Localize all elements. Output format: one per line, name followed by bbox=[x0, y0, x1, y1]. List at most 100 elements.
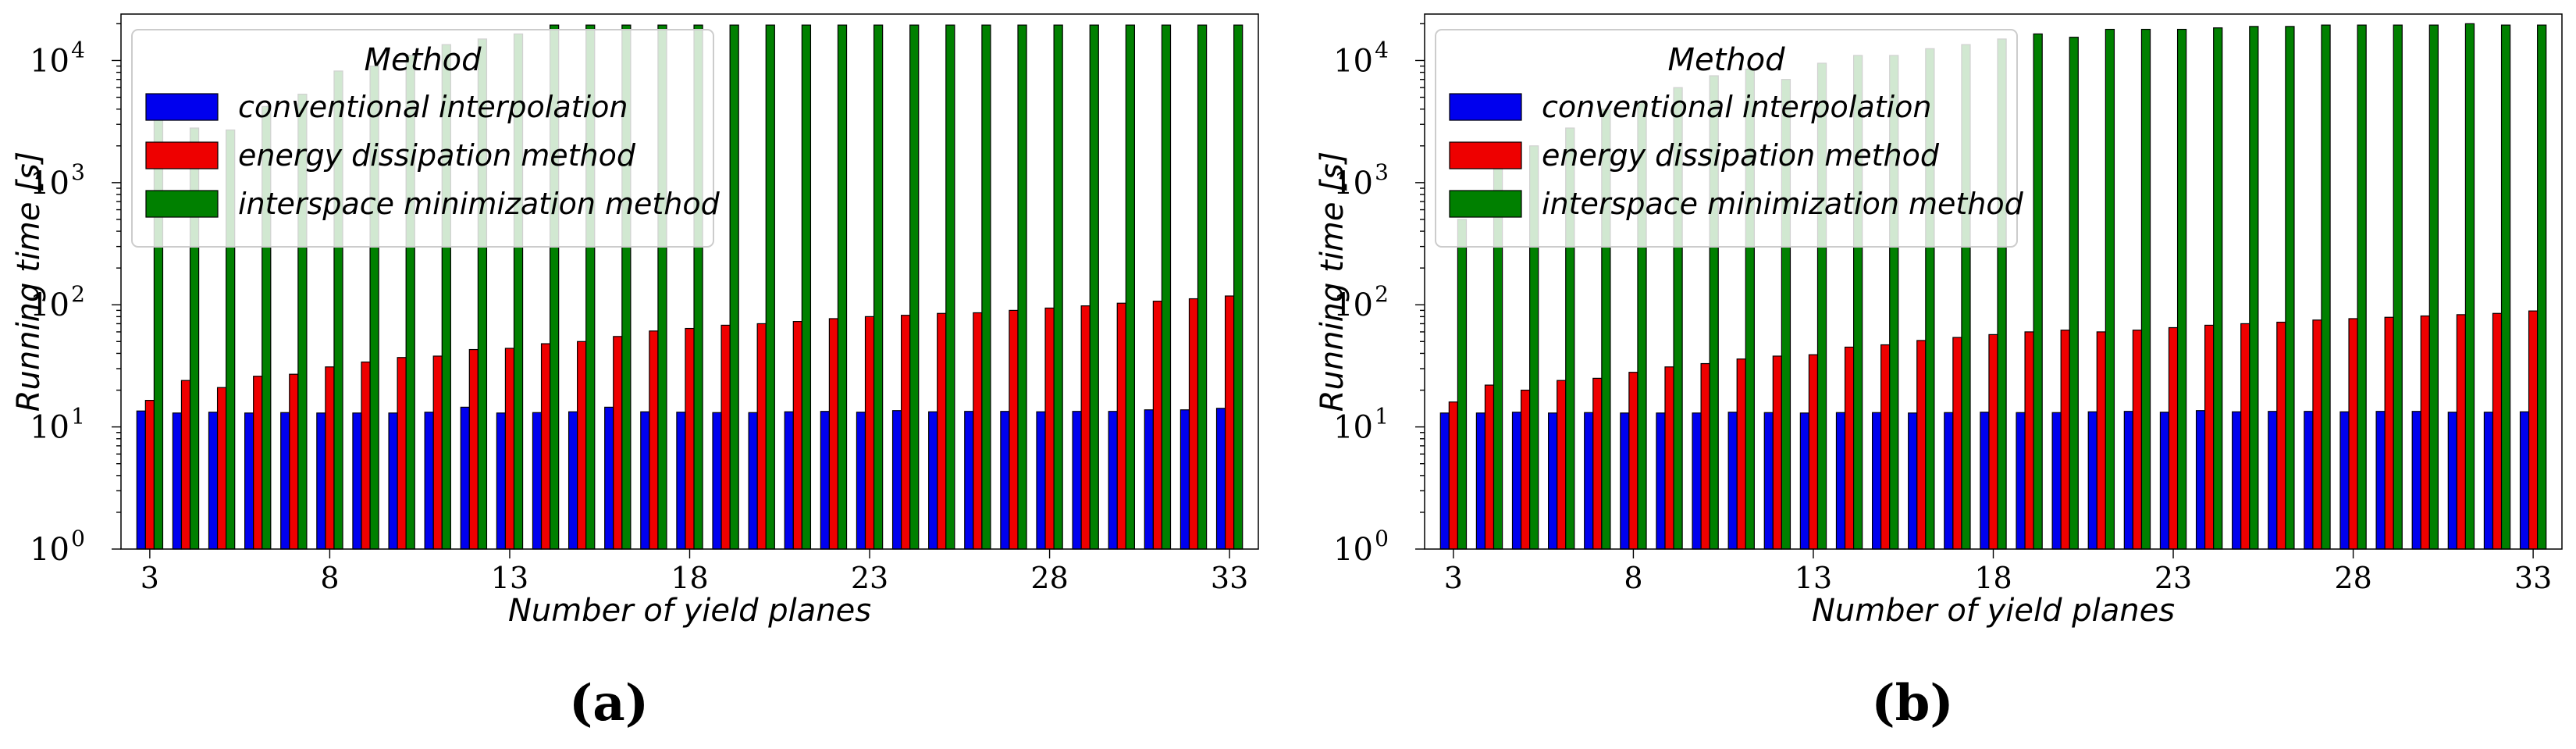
bar bbox=[1808, 354, 1819, 550]
y-tick-exponent: 0 bbox=[71, 526, 85, 551]
bar bbox=[1188, 298, 1199, 550]
bar bbox=[468, 348, 479, 550]
y-tick-label: 10 bbox=[30, 410, 69, 446]
panel-label: (b) bbox=[1871, 674, 1953, 733]
bar bbox=[1548, 412, 1558, 550]
bar bbox=[2500, 24, 2511, 550]
legend-entry: conventional interpolation bbox=[238, 90, 628, 124]
bar bbox=[1880, 344, 1891, 550]
bar bbox=[144, 399, 155, 550]
bar bbox=[1439, 412, 1450, 550]
bar bbox=[504, 348, 515, 550]
bar bbox=[2249, 26, 2259, 550]
y-tick-label: 10 bbox=[1333, 532, 1373, 568]
y-tick-exponent: 4 bbox=[71, 37, 85, 62]
bar bbox=[1584, 412, 1594, 550]
bar bbox=[1592, 377, 1603, 550]
bar bbox=[2375, 411, 2386, 550]
bar bbox=[2528, 310, 2539, 550]
bar bbox=[649, 330, 659, 550]
bar bbox=[1952, 337, 1962, 550]
x-tick-label: 28 bbox=[2334, 561, 2371, 595]
bar bbox=[1520, 389, 1531, 550]
bar bbox=[2123, 411, 2134, 550]
legend-swatch bbox=[145, 141, 219, 169]
x-tick-label: 13 bbox=[1795, 561, 1832, 595]
y-tick-label: 10 bbox=[1333, 410, 1373, 446]
bar bbox=[2087, 411, 2097, 550]
bar bbox=[2357, 24, 2367, 550]
bar bbox=[2348, 318, 2358, 550]
y-tick-exponent: 3 bbox=[71, 159, 85, 185]
bar bbox=[937, 312, 947, 550]
bar bbox=[172, 412, 183, 550]
x-tick-label: 18 bbox=[671, 561, 708, 595]
x-tick-label: 3 bbox=[141, 561, 159, 595]
bar bbox=[1475, 412, 1486, 550]
bar bbox=[460, 406, 470, 550]
bar bbox=[397, 357, 407, 550]
bar bbox=[973, 312, 983, 550]
y-axis-label: Running time [s] bbox=[1315, 152, 1350, 412]
bar bbox=[2537, 24, 2547, 550]
bar bbox=[1664, 366, 1674, 550]
bar bbox=[577, 341, 587, 550]
bar bbox=[1179, 409, 1190, 550]
bar bbox=[1125, 24, 1135, 550]
bar bbox=[2096, 331, 2106, 550]
bar bbox=[568, 411, 578, 550]
bar bbox=[2069, 37, 2079, 550]
x-tick-label: 8 bbox=[1624, 561, 1642, 595]
y-tick-label: 10 bbox=[30, 166, 69, 202]
bar bbox=[2176, 28, 2187, 550]
bar bbox=[1980, 412, 1990, 550]
bar bbox=[1009, 309, 1019, 550]
bar bbox=[2051, 412, 2062, 550]
bar bbox=[2024, 331, 2034, 550]
bar bbox=[640, 411, 650, 550]
x-tick-label: 8 bbox=[320, 561, 339, 595]
bar bbox=[2393, 24, 2403, 550]
y-tick-label: 10 bbox=[1333, 287, 1373, 323]
bar bbox=[1484, 384, 1495, 550]
bar bbox=[1727, 412, 1738, 550]
bar bbox=[856, 412, 866, 550]
bar bbox=[2276, 321, 2286, 550]
bar bbox=[613, 336, 623, 550]
legend-swatch bbox=[1449, 93, 1522, 121]
legend-entry: conventional interpolation bbox=[1542, 90, 1931, 124]
bar bbox=[1557, 380, 1567, 550]
x-axis-label: Number of yield planes bbox=[508, 593, 871, 629]
bar bbox=[1656, 412, 1666, 550]
bar bbox=[1844, 346, 1855, 550]
y-tick-exponent: 0 bbox=[1375, 526, 1389, 551]
bar bbox=[801, 24, 812, 550]
x-tick-label: 3 bbox=[1444, 561, 1463, 595]
bar bbox=[2232, 411, 2242, 550]
bar bbox=[2519, 411, 2530, 550]
y-tick-base: 10 bbox=[1333, 410, 1373, 446]
bar bbox=[2195, 410, 2206, 550]
bar bbox=[1224, 295, 1235, 550]
legend-title: Method bbox=[364, 42, 482, 78]
bar bbox=[604, 406, 614, 550]
bar bbox=[361, 361, 371, 550]
bar bbox=[532, 412, 543, 550]
bar bbox=[432, 355, 443, 550]
bar bbox=[685, 327, 695, 550]
bar bbox=[2384, 316, 2394, 550]
bar bbox=[2168, 326, 2179, 550]
bar bbox=[1511, 412, 1522, 550]
bar bbox=[676, 412, 686, 550]
y-tick-base: 10 bbox=[1333, 532, 1373, 568]
y-tick-label: 10 bbox=[1333, 166, 1373, 202]
bar bbox=[2105, 28, 2115, 550]
y-tick-exponent: 2 bbox=[71, 281, 85, 307]
bar bbox=[2060, 330, 2070, 550]
bar bbox=[2213, 27, 2223, 550]
bar bbox=[729, 24, 739, 550]
bar bbox=[1908, 412, 1918, 550]
bar bbox=[2312, 319, 2322, 550]
